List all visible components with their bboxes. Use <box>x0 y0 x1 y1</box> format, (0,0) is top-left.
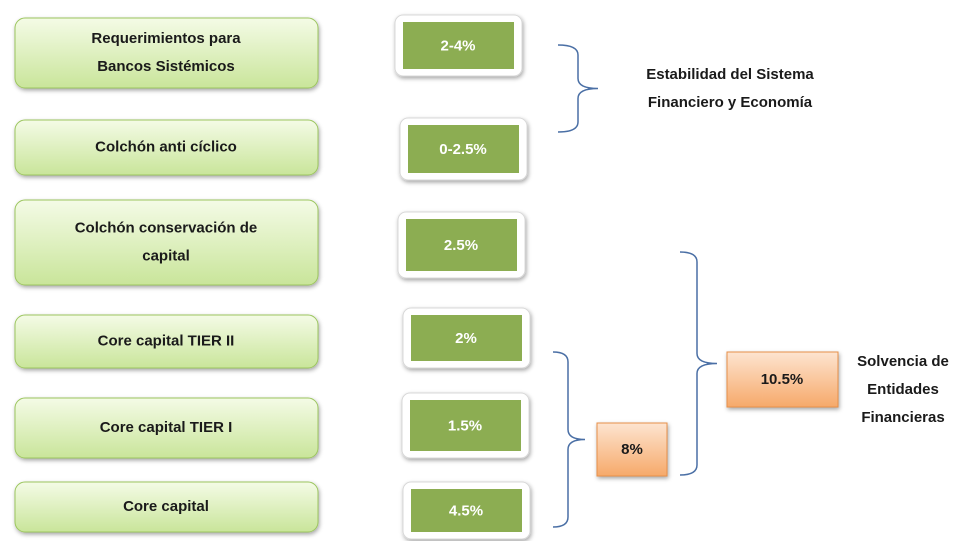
value-box <box>410 400 521 451</box>
label-text: Bancos Sistémicos <box>97 58 235 75</box>
label-text: Colchón anti cíclico <box>95 138 237 155</box>
total-box <box>726 351 839 408</box>
value-text: 2.5% <box>444 237 478 254</box>
total-text: 10.5% <box>761 371 804 388</box>
total-text: 8% <box>621 441 643 458</box>
item-box <box>14 17 319 89</box>
item-box <box>14 119 319 176</box>
label-text: Core capital TIER I <box>100 419 233 436</box>
value-text: 0-2.5% <box>439 141 487 158</box>
value-box <box>408 125 519 173</box>
value-box <box>411 315 522 361</box>
label-text: Core capital <box>123 498 209 515</box>
label-text: Requerimientos para <box>91 30 241 47</box>
label-text: capital <box>142 247 190 264</box>
value-box <box>406 219 517 271</box>
brace <box>679 251 718 476</box>
brace <box>552 351 586 528</box>
value-box <box>411 489 522 532</box>
label-text: Colchón conservación de <box>75 219 258 236</box>
label-text: Financieras <box>861 409 944 426</box>
label-text: Solvencia de <box>857 353 949 370</box>
value-box <box>403 22 514 69</box>
brace <box>557 44 599 133</box>
value-text: 1.5% <box>448 417 482 434</box>
label-text: Financiero y Economía <box>648 94 813 111</box>
item-box <box>14 199 319 286</box>
item-box <box>14 397 319 459</box>
value-text: 2% <box>455 330 477 347</box>
value-text: 2-4% <box>440 37 475 54</box>
value-text: 4.5% <box>449 502 483 519</box>
label-text: Entidades <box>867 381 939 398</box>
item-box <box>14 314 319 369</box>
total-box <box>596 422 668 477</box>
item-box <box>14 481 319 533</box>
label-text: Core capital TIER II <box>98 332 235 349</box>
label-text: Estabilidad del Sistema <box>646 66 814 83</box>
